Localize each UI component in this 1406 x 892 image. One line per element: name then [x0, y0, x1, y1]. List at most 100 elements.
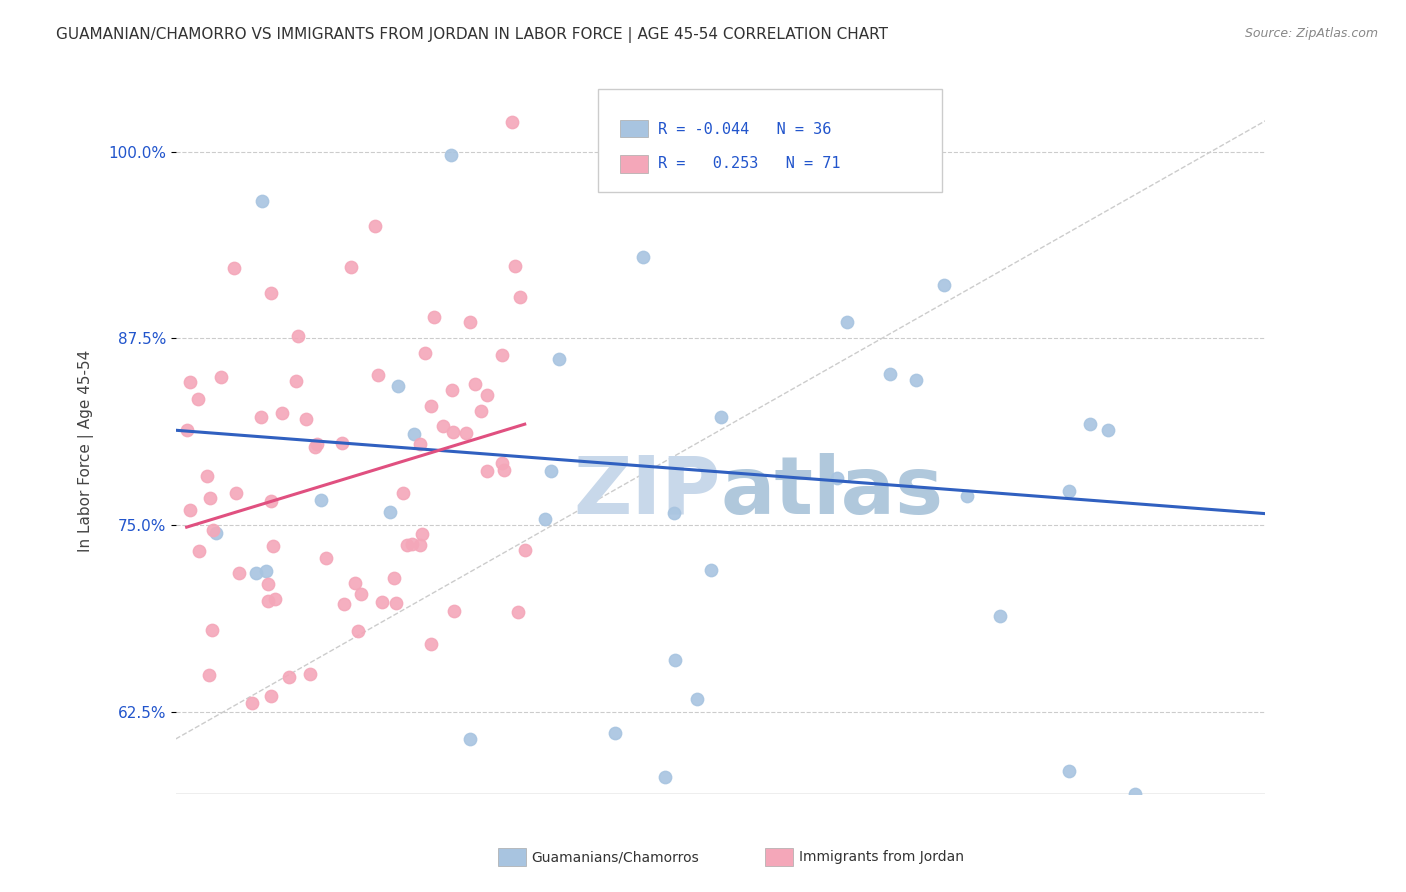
Point [330, 435, 353, 450]
Point [458, 315, 481, 329]
Point [404, 426, 426, 441]
Point [315, 551, 337, 566]
Point [179, 502, 201, 516]
Point [401, 537, 423, 551]
Point [443, 604, 465, 618]
Point [440, 384, 463, 398]
Point [508, 605, 530, 619]
Point [187, 392, 209, 406]
Point [176, 423, 198, 437]
Point [263, 539, 285, 553]
Point [710, 409, 733, 424]
Text: ZIP: ZIP [574, 452, 721, 531]
Point [548, 352, 571, 367]
Text: R =   0.253   N = 71: R = 0.253 N = 71 [658, 156, 841, 170]
Point [631, 250, 654, 264]
Point [835, 314, 858, 328]
Point [432, 418, 454, 433]
Point [470, 404, 492, 418]
Point [305, 436, 328, 450]
Point [491, 456, 513, 470]
Point [285, 374, 308, 388]
Point [509, 290, 531, 304]
Point [257, 576, 280, 591]
Point [254, 564, 277, 578]
Point [250, 410, 273, 425]
Point [1078, 417, 1101, 432]
Point [198, 667, 221, 681]
Point [662, 506, 685, 520]
Point [415, 346, 437, 360]
Point [603, 726, 626, 740]
Point [475, 463, 498, 477]
Point [1123, 787, 1146, 801]
Point [411, 527, 433, 541]
Point [250, 194, 273, 208]
Point [1057, 764, 1080, 779]
Text: GUAMANIAN/CHAMORRO VS IMMIGRANTS FROM JORDAN IN LABOR FORCE | AGE 45-54 CORRELAT: GUAMANIAN/CHAMORRO VS IMMIGRANTS FROM JO… [56, 27, 889, 43]
Point [259, 285, 281, 300]
Text: Source: ZipAtlas.com: Source: ZipAtlas.com [1244, 27, 1378, 40]
Point [501, 115, 523, 129]
Point [409, 437, 432, 451]
Point [641, 165, 664, 179]
Point [988, 609, 1011, 624]
Point [209, 369, 232, 384]
Point [420, 399, 443, 413]
Point [491, 348, 513, 362]
Point [287, 328, 309, 343]
Point [179, 375, 201, 389]
Point [934, 278, 956, 293]
Point [392, 486, 415, 500]
Point [654, 771, 676, 785]
Point [423, 310, 446, 325]
Point [333, 597, 356, 611]
Text: R = -0.044   N = 36: R = -0.044 N = 36 [658, 122, 831, 136]
Point [187, 544, 209, 558]
Point [384, 597, 406, 611]
Point [378, 505, 401, 519]
Point [350, 587, 373, 601]
Point [475, 388, 498, 402]
Point [257, 594, 280, 608]
Point [309, 492, 332, 507]
Point [222, 261, 245, 276]
Point [344, 576, 367, 591]
Point [270, 406, 292, 420]
Point [260, 690, 283, 704]
Point [534, 511, 557, 525]
Point [395, 538, 418, 552]
Point [664, 653, 686, 667]
Point [513, 543, 536, 558]
Point [304, 440, 326, 454]
Point [201, 524, 224, 538]
Point [1097, 423, 1119, 437]
Point [441, 425, 464, 439]
Point [225, 486, 247, 500]
Point [340, 260, 363, 274]
Point [494, 463, 516, 477]
Text: Immigrants from Jordan: Immigrants from Jordan [799, 850, 963, 864]
Point [700, 563, 723, 577]
Point [904, 373, 927, 387]
Point [387, 379, 409, 393]
Point [409, 538, 432, 552]
Text: atlas: atlas [721, 452, 943, 531]
Point [195, 468, 218, 483]
Y-axis label: In Labor Force | Age 45-54: In Labor Force | Age 45-54 [79, 350, 94, 551]
Point [205, 526, 228, 541]
Point [263, 591, 285, 606]
Point [503, 259, 526, 273]
Point [440, 148, 463, 162]
Point [364, 219, 387, 234]
Point [298, 666, 321, 681]
Point [825, 471, 848, 485]
Point [198, 491, 221, 506]
Point [454, 426, 477, 441]
Point [879, 367, 901, 381]
Point [382, 571, 405, 585]
Point [540, 464, 562, 478]
Point [956, 489, 979, 503]
Point [228, 566, 250, 581]
Point [201, 624, 224, 638]
